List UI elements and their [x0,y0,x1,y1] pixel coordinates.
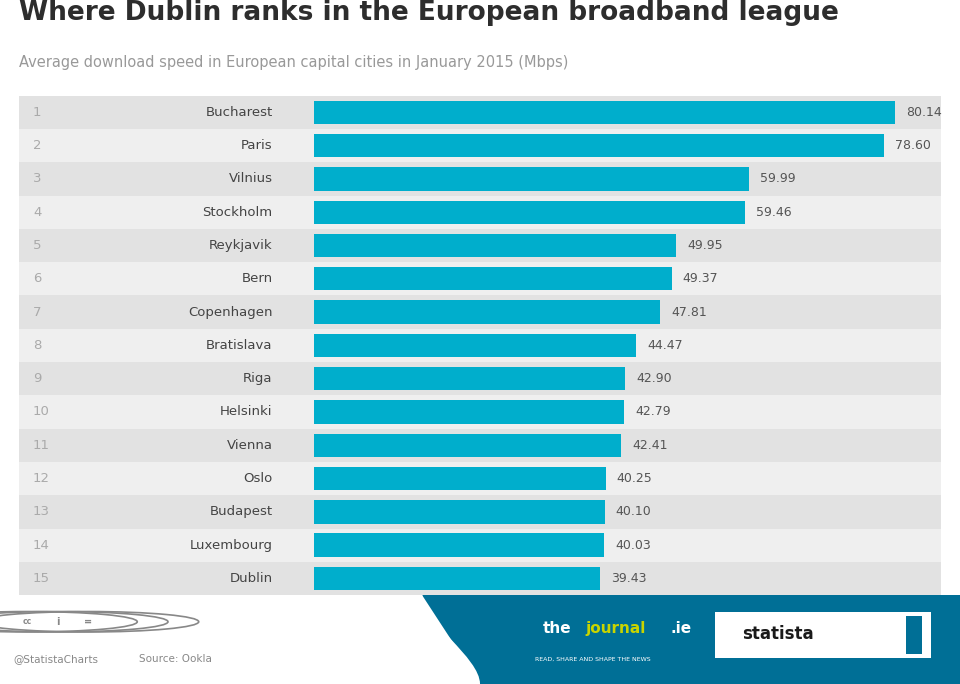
Text: 49.95: 49.95 [687,239,723,252]
FancyBboxPatch shape [314,534,604,557]
Text: Luxembourg: Luxembourg [190,538,273,552]
Text: 13: 13 [33,505,50,518]
Text: READ, SHARE AND SHAPE THE NEWS: READ, SHARE AND SHAPE THE NEWS [536,657,651,661]
FancyBboxPatch shape [19,562,941,595]
Text: 15: 15 [33,572,50,585]
FancyBboxPatch shape [314,101,895,124]
FancyBboxPatch shape [314,434,621,457]
Text: Stockholm: Stockholm [203,206,273,219]
Text: 40.25: 40.25 [616,472,653,485]
Text: =: = [84,617,92,627]
Text: 3: 3 [33,172,41,185]
Text: 2: 2 [33,139,41,153]
FancyBboxPatch shape [19,529,941,562]
FancyBboxPatch shape [314,134,883,157]
PathPatch shape [0,595,480,684]
Text: statista: statista [742,625,813,643]
FancyBboxPatch shape [314,267,672,291]
FancyBboxPatch shape [314,300,660,324]
Text: 8: 8 [33,339,41,352]
FancyBboxPatch shape [19,495,941,529]
FancyBboxPatch shape [715,612,931,658]
Text: Bratislava: Bratislava [206,339,273,352]
Text: 44.47: 44.47 [647,339,683,352]
FancyBboxPatch shape [314,234,676,257]
Text: Bucharest: Bucharest [205,106,273,119]
FancyBboxPatch shape [314,334,636,357]
FancyBboxPatch shape [314,367,625,391]
FancyBboxPatch shape [314,200,745,224]
Text: Average download speed in European capital cities in January 2015 (Mbps): Average download speed in European capit… [19,55,568,70]
Text: 7: 7 [33,306,41,319]
Text: 1: 1 [33,106,41,119]
Text: 78.60: 78.60 [895,139,930,153]
Text: 80.14: 80.14 [906,106,942,119]
Text: Dublin: Dublin [229,572,273,585]
Text: Reykjavik: Reykjavik [209,239,273,252]
Text: 39.43: 39.43 [611,572,646,585]
Text: 11: 11 [33,438,50,452]
Text: Source: Ookla: Source: Ookla [139,654,212,664]
FancyBboxPatch shape [906,616,922,654]
Text: 40.10: 40.10 [615,505,652,518]
Text: Helsinki: Helsinki [220,406,273,419]
FancyBboxPatch shape [19,262,941,295]
Text: 42.79: 42.79 [636,406,671,419]
Text: 5: 5 [33,239,41,252]
Text: 42.90: 42.90 [636,372,672,385]
FancyBboxPatch shape [19,162,941,196]
FancyBboxPatch shape [314,567,600,590]
Text: Where Dublin ranks in the European broadband league: Where Dublin ranks in the European broad… [19,0,839,26]
Text: Oslo: Oslo [244,472,273,485]
FancyBboxPatch shape [19,429,941,462]
FancyBboxPatch shape [19,229,941,262]
Text: 40.03: 40.03 [615,538,651,552]
FancyBboxPatch shape [19,196,941,229]
Text: .ie: .ie [670,621,691,636]
Text: Budapest: Budapest [209,505,273,518]
Text: i: i [56,617,60,627]
Text: Bern: Bern [242,272,273,285]
Text: Copenhagen: Copenhagen [188,306,273,319]
FancyBboxPatch shape [19,96,941,129]
FancyBboxPatch shape [314,400,624,423]
FancyBboxPatch shape [314,467,606,490]
Text: 59.46: 59.46 [756,206,792,219]
Text: 49.37: 49.37 [683,272,718,285]
Text: 14: 14 [33,538,50,552]
Polygon shape [422,595,960,684]
Text: 59.99: 59.99 [759,172,796,185]
Text: 4: 4 [33,206,41,219]
Text: 6: 6 [33,272,41,285]
Text: 12: 12 [33,472,50,485]
FancyBboxPatch shape [314,168,749,191]
Text: 10: 10 [33,406,50,419]
Text: 42.41: 42.41 [633,438,668,452]
Text: cc: cc [22,617,32,627]
Text: journal: journal [586,621,646,636]
FancyBboxPatch shape [19,295,941,329]
Text: Vienna: Vienna [227,438,273,452]
FancyBboxPatch shape [19,329,941,362]
FancyBboxPatch shape [19,395,941,429]
Text: Riga: Riga [243,372,273,385]
Text: 9: 9 [33,372,41,385]
Text: the: the [542,621,571,636]
FancyBboxPatch shape [19,362,941,395]
Text: 47.81: 47.81 [672,306,708,319]
FancyBboxPatch shape [19,462,941,495]
FancyBboxPatch shape [314,500,605,523]
FancyBboxPatch shape [19,129,941,162]
Text: Paris: Paris [241,139,273,153]
Text: @StatistaCharts: @StatistaCharts [13,654,99,664]
Text: Vilnius: Vilnius [228,172,273,185]
